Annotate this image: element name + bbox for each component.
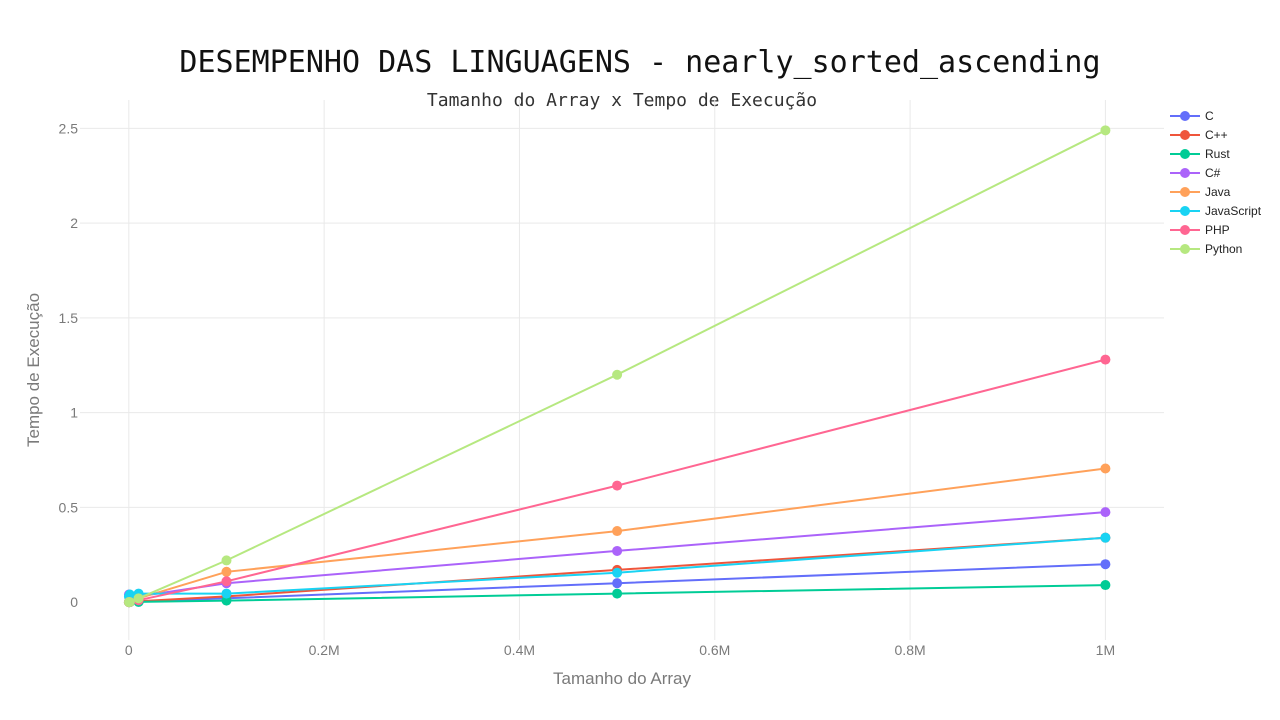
- legend-item[interactable]: PHP: [1170, 223, 1230, 237]
- legend-label: PHP: [1205, 223, 1230, 237]
- x-axis-title: Tamanho do Array: [553, 669, 691, 688]
- x-tick-label: 0.2M: [309, 642, 340, 658]
- data-point[interactable]: [612, 545, 623, 556]
- legend-item[interactable]: C: [1170, 109, 1214, 123]
- x-tick-label: 0.8M: [895, 642, 926, 658]
- legend-label: C: [1205, 109, 1214, 123]
- chart-subtitle: Tamanho do Array x Tempo de Execução: [427, 90, 817, 111]
- legend-item[interactable]: Rust: [1170, 147, 1230, 161]
- data-point[interactable]: [612, 369, 623, 380]
- y-axis-title: Tempo de Execução: [24, 293, 43, 447]
- y-tick-label: 0.5: [59, 499, 79, 515]
- data-point[interactable]: [612, 567, 623, 578]
- x-tick-label: 1M: [1096, 642, 1115, 658]
- legend-label: C++: [1205, 128, 1228, 142]
- legend-marker: [1180, 244, 1190, 254]
- data-point[interactable]: [1100, 354, 1111, 365]
- series-python: [123, 125, 1111, 608]
- y-tick-label: 2.5: [59, 120, 79, 136]
- legend[interactable]: C C++ Rust C# Java JavaScript PHP Python: [1170, 109, 1262, 256]
- data-point[interactable]: [1100, 125, 1111, 136]
- data-point[interactable]: [221, 566, 232, 577]
- data-point[interactable]: [612, 578, 623, 589]
- data-point[interactable]: [1100, 507, 1111, 518]
- legend-marker: [1180, 187, 1190, 197]
- y-tick-label: 1.5: [59, 310, 79, 326]
- legend-marker: [1180, 149, 1190, 159]
- data-point[interactable]: [1100, 532, 1111, 543]
- data-point[interactable]: [1100, 580, 1111, 591]
- legend-label: Rust: [1205, 147, 1230, 161]
- chart-title: DESEMPENHO DAS LINGUAGENS - nearly_sorte…: [179, 45, 1100, 80]
- x-tick-label: 0.6M: [699, 642, 730, 658]
- data-point[interactable]: [612, 526, 623, 537]
- data-point[interactable]: [1100, 463, 1111, 474]
- data-point[interactable]: [1100, 559, 1111, 570]
- data-point[interactable]: [612, 480, 623, 491]
- x-tick-label: 0.4M: [504, 642, 535, 658]
- data-point[interactable]: [221, 588, 232, 599]
- data-point[interactable]: [221, 555, 232, 566]
- legend-marker: [1180, 130, 1190, 140]
- series-lines: [123, 125, 1111, 608]
- x-tick-label: 0: [125, 642, 133, 658]
- data-point[interactable]: [133, 593, 144, 604]
- legend-label: Java: [1205, 185, 1231, 199]
- legend-item[interactable]: JavaScript: [1170, 204, 1262, 218]
- y-tick-label: 1: [70, 405, 78, 421]
- y-tick-label: 0: [70, 594, 78, 610]
- legend-marker: [1180, 225, 1190, 235]
- legend-item[interactable]: Python: [1170, 242, 1242, 256]
- grid-lines: [80, 100, 1164, 640]
- legend-marker: [1180, 168, 1190, 178]
- legend-marker: [1180, 111, 1190, 121]
- legend-item[interactable]: C++: [1170, 128, 1228, 142]
- x-axis-ticks: 0 0.2M 0.4M 0.6M 0.8M 1M: [125, 642, 1115, 658]
- data-point[interactable]: [221, 595, 232, 606]
- data-point[interactable]: [221, 576, 232, 587]
- legend-item[interactable]: C#: [1170, 166, 1221, 180]
- y-tick-label: 2: [70, 215, 78, 231]
- legend-label: C#: [1205, 166, 1221, 180]
- y-axis-ticks: 0 0.5 1 1.5 2 2.5: [59, 120, 79, 610]
- legend-label: JavaScript: [1205, 204, 1262, 218]
- legend-marker: [1180, 206, 1190, 216]
- legend-label: Python: [1205, 242, 1242, 256]
- legend-item[interactable]: Java: [1170, 185, 1231, 199]
- data-point[interactable]: [124, 597, 135, 608]
- data-point[interactable]: [124, 589, 135, 600]
- data-point[interactable]: [612, 588, 623, 599]
